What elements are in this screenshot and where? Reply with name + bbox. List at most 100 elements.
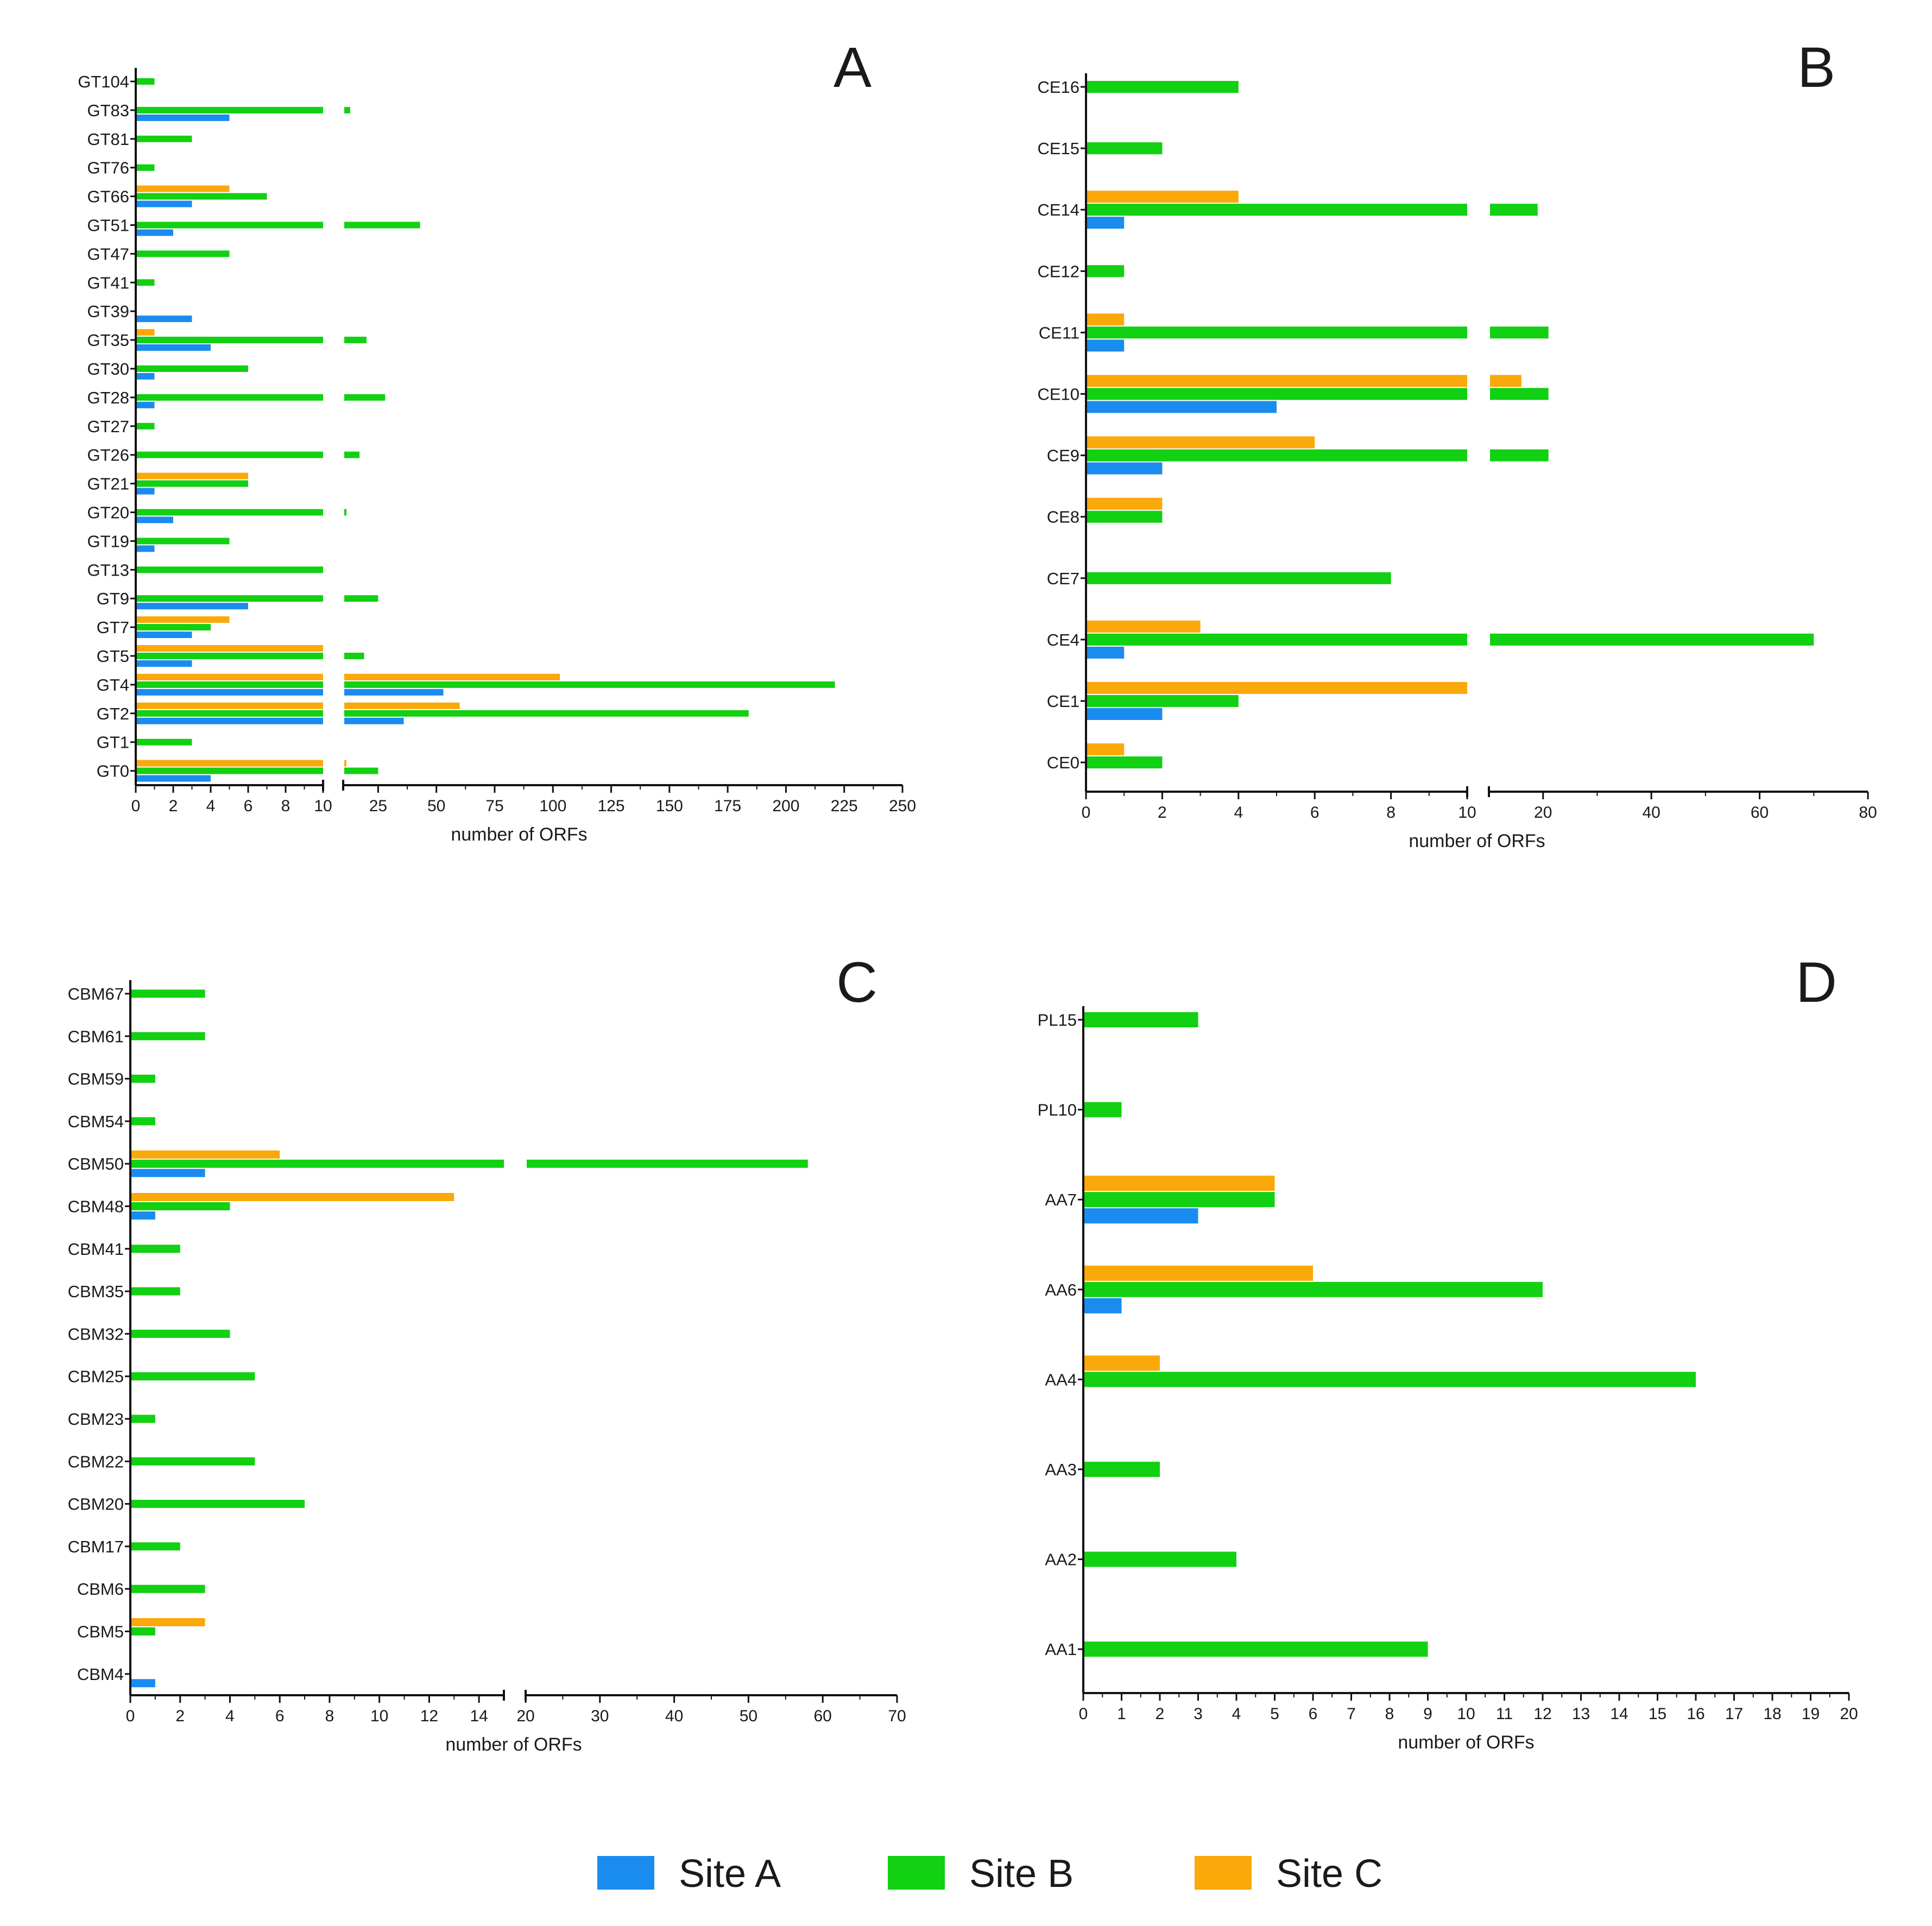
bar-b-cbm41 bbox=[131, 1245, 180, 1253]
legend-swatch-a bbox=[597, 1856, 654, 1890]
x-tick-label: 175 bbox=[714, 797, 741, 815]
bar-b-gt28 bbox=[344, 394, 386, 401]
x-tick-label: 6 bbox=[275, 1707, 285, 1725]
panel-letter: B bbox=[1797, 36, 1835, 99]
category-label: GT27 bbox=[87, 417, 129, 436]
panel-letter: D bbox=[1796, 951, 1837, 1014]
category-label: CBM67 bbox=[68, 984, 124, 1003]
x-tick-label: 0 bbox=[1079, 1705, 1088, 1723]
x-tick-label: 5 bbox=[1270, 1705, 1279, 1723]
bar-b-ce12 bbox=[1087, 265, 1125, 277]
bar-a-gt7 bbox=[137, 632, 192, 639]
bar-b-ce4 bbox=[1490, 633, 1814, 646]
x-tick-label: 4 bbox=[225, 1707, 235, 1725]
bar-b-gt35 bbox=[344, 337, 367, 344]
x-tick-label: 8 bbox=[1386, 804, 1396, 822]
bar-b-gt41 bbox=[137, 279, 155, 286]
bar-c-cbm50 bbox=[131, 1150, 280, 1159]
bar-b-gt2 bbox=[137, 710, 323, 717]
bar-c-gt7 bbox=[137, 616, 230, 623]
bar-a-ce4 bbox=[1087, 646, 1125, 659]
bar-b-gt9 bbox=[137, 595, 323, 602]
x-tick-label: 18 bbox=[1763, 1705, 1781, 1723]
category-label: GT7 bbox=[97, 618, 129, 637]
legend: Site A Site B Site C bbox=[597, 1852, 1382, 1896]
panel-c-chart: CBM67CBM61CBM59CBM54CBM50CBM48CBM41CBM35… bbox=[68, 951, 906, 1755]
bar-c-gt2 bbox=[344, 702, 460, 709]
category-label: CBM5 bbox=[77, 1622, 124, 1641]
category-label: AA3 bbox=[1045, 1460, 1077, 1479]
category-label: GT47 bbox=[87, 244, 129, 263]
category-label: GT21 bbox=[87, 475, 129, 494]
bar-b-ce10 bbox=[1490, 388, 1549, 400]
bar-a-gt21 bbox=[137, 488, 155, 495]
x-tick-label: 0 bbox=[131, 797, 141, 815]
bar-c-ce8 bbox=[1087, 497, 1163, 510]
category-label: PL10 bbox=[1038, 1101, 1077, 1120]
bar-b-ce11 bbox=[1087, 326, 1467, 339]
x-tick-label: 17 bbox=[1725, 1705, 1743, 1723]
x-axis-title: number of ORFs bbox=[1409, 831, 1545, 851]
bar-b-cbm17 bbox=[131, 1542, 180, 1551]
category-label: GT20 bbox=[87, 503, 129, 522]
category-label: CE9 bbox=[1047, 446, 1079, 465]
category-label: GT19 bbox=[87, 532, 129, 551]
bar-b-gt4 bbox=[344, 681, 835, 688]
category-label: CE12 bbox=[1037, 262, 1079, 281]
bar-b-gt26 bbox=[137, 451, 323, 458]
bar-b-pl15 bbox=[1084, 1012, 1198, 1027]
bar-c-gt4 bbox=[344, 673, 560, 680]
bar-a-gt2 bbox=[344, 717, 404, 724]
bar-b-gt104 bbox=[137, 78, 155, 85]
x-tick-label: 7 bbox=[1347, 1705, 1356, 1723]
bar-a-cbm50 bbox=[131, 1169, 205, 1177]
bar-b-gt4 bbox=[137, 681, 323, 688]
bar-c-gt35 bbox=[137, 329, 155, 336]
bar-b-ce16 bbox=[1087, 81, 1239, 93]
bar-a-gt4 bbox=[137, 689, 323, 696]
bar-b-gt35 bbox=[137, 337, 323, 344]
x-tick-label: 11 bbox=[1496, 1705, 1513, 1723]
bar-c-aa6 bbox=[1084, 1265, 1313, 1281]
bar-c-ce10 bbox=[1087, 375, 1467, 387]
x-tick-label: 150 bbox=[656, 797, 683, 815]
category-label: GT5 bbox=[97, 647, 129, 666]
category-label: GT4 bbox=[97, 675, 129, 694]
bar-a-gt39 bbox=[137, 315, 192, 323]
x-tick-label: 50 bbox=[427, 797, 445, 815]
panel-letter: C bbox=[836, 951, 877, 1014]
category-label: GT26 bbox=[87, 446, 129, 465]
category-label: CBM59 bbox=[68, 1070, 124, 1089]
bar-b-gt51 bbox=[344, 222, 420, 229]
bar-a-gt35 bbox=[137, 344, 211, 351]
bar-a-gt19 bbox=[137, 545, 155, 552]
category-label: GT13 bbox=[87, 560, 129, 579]
x-tick-label: 80 bbox=[1859, 804, 1877, 822]
x-tick-label: 125 bbox=[598, 797, 625, 815]
x-tick-label: 3 bbox=[1194, 1705, 1203, 1723]
category-label: CBM17 bbox=[68, 1537, 124, 1556]
x-tick-label: 10 bbox=[1458, 804, 1476, 822]
bar-b-gt13 bbox=[137, 566, 323, 573]
x-tick-label: 60 bbox=[814, 1707, 832, 1725]
category-label: GT35 bbox=[87, 331, 129, 350]
x-tick-label: 12 bbox=[420, 1707, 438, 1725]
bar-a-gt5 bbox=[137, 660, 192, 667]
x-tick-label: 0 bbox=[1082, 804, 1091, 822]
category-label: GT66 bbox=[87, 187, 129, 206]
category-label: GT1 bbox=[97, 733, 129, 752]
bar-b-aa1 bbox=[1084, 1641, 1428, 1657]
panel-letter: A bbox=[834, 36, 872, 99]
bar-b-ce8 bbox=[1087, 510, 1163, 523]
legend-swatch-b bbox=[888, 1856, 945, 1890]
bar-c-cbm48 bbox=[131, 1193, 454, 1201]
category-label: GT28 bbox=[87, 388, 129, 407]
bar-c-cbm5 bbox=[131, 1618, 205, 1626]
bar-c-gt5 bbox=[137, 645, 323, 652]
bar-b-gt0 bbox=[137, 767, 323, 774]
category-label: CBM23 bbox=[68, 1410, 124, 1429]
bar-b-gt28 bbox=[137, 394, 323, 401]
category-label: GT76 bbox=[87, 159, 129, 178]
x-tick-label: 30 bbox=[591, 1707, 609, 1725]
bar-b-gt20 bbox=[137, 509, 323, 516]
